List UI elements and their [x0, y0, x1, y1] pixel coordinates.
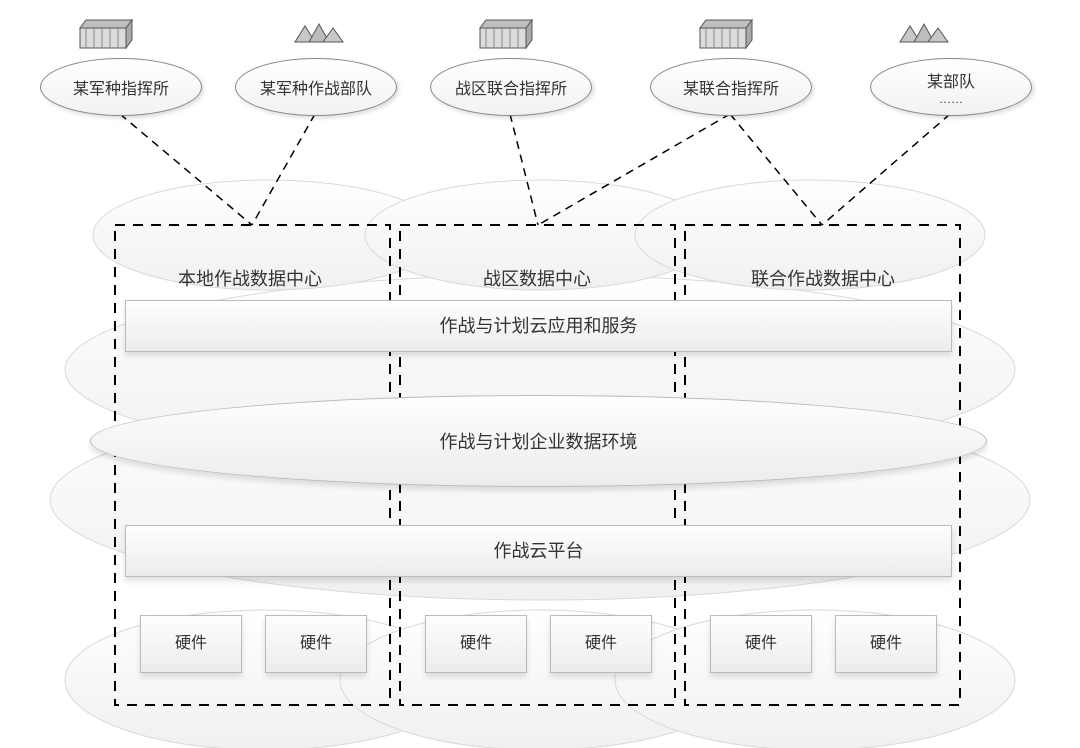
hardware-box: 硬件 [835, 615, 937, 673]
org-node: 某部队…… [870, 58, 1032, 116]
data-center-label: 联合作战数据中心 [713, 265, 933, 291]
org-node: 某军种作战部队 [235, 58, 397, 116]
data-center-label: 战区数据中心 [427, 265, 647, 291]
hardware-box: 硬件 [550, 615, 652, 673]
org-node: 某军种指挥所 [40, 58, 202, 116]
hardware-box: 硬件 [425, 615, 527, 673]
diagram-stage: 本地作战数据中心 战区数据中心 联合作战数据中心作战与计划云应用和服务作战与计划企业… [0, 0, 1080, 748]
hardware-box: 硬件 [265, 615, 367, 673]
html-layer: 本地作战数据中心 战区数据中心 联合作战数据中心作战与计划云应用和服务作战与计划企业… [0, 0, 1080, 748]
hardware-box: 硬件 [710, 615, 812, 673]
hardware-box: 硬件 [140, 615, 242, 673]
org-label: 某部队 [927, 68, 975, 92]
data-center-label: 本地作战数据中心 [140, 265, 360, 291]
layer-bar: 作战云平台 [125, 525, 952, 577]
org-sublabel: …… [939, 92, 963, 106]
org-node: 某联合指挥所 [650, 58, 812, 116]
layer-bar: 作战与计划云应用和服务 [125, 300, 952, 352]
layer-ellipse: 作战与计划企业数据环境 [90, 395, 987, 487]
org-node: 战区联合指挥所 [430, 58, 592, 116]
